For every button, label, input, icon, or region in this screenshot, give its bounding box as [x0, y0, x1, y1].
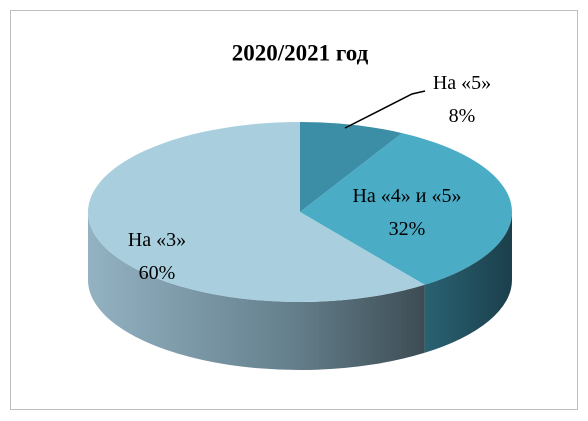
- value-label: 60%: [138, 262, 176, 284]
- leader-line: [344, 90, 426, 129]
- category-label: На «4» и «5»: [352, 185, 462, 207]
- chart-title: 2020/2021 год: [232, 40, 369, 65]
- data-label: На «5» 8%: [407, 50, 517, 150]
- pie-side: [424, 212, 512, 353]
- category-label: На «3»: [127, 229, 187, 251]
- pie-slice: [300, 133, 512, 285]
- value-label: 32%: [388, 218, 426, 240]
- category-label: На «5»: [432, 72, 492, 94]
- pie-side: [88, 212, 425, 370]
- pie-slice: [87, 122, 425, 302]
- data-label: На «4» и «5» 32%: [347, 163, 467, 263]
- data-label-box: На «4» и «5» 32%: [347, 163, 467, 263]
- value-label: 8%: [448, 105, 476, 127]
- data-label-box: На «3» 60%: [102, 207, 212, 307]
- data-label-box: На «5» 8%: [407, 50, 517, 150]
- data-label: На «3» 60%: [102, 207, 212, 307]
- pie-slice: [300, 122, 403, 212]
